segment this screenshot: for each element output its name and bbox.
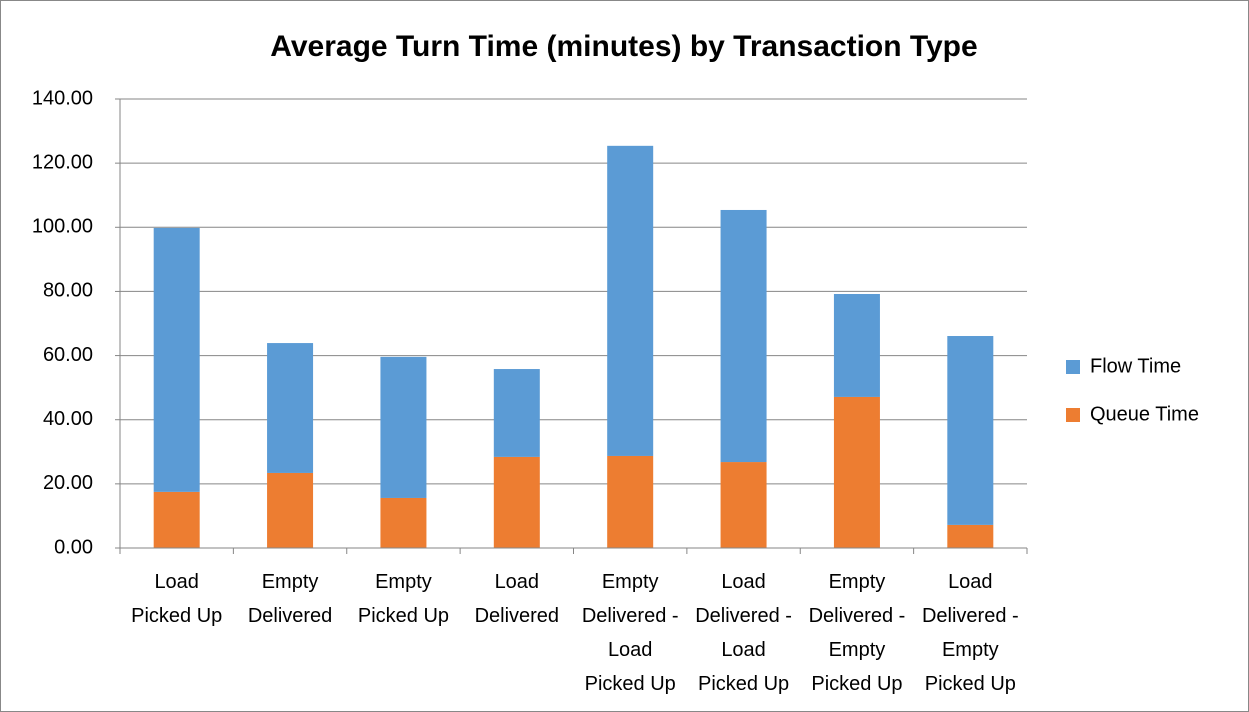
y-tick-label: 20.00 bbox=[43, 472, 93, 494]
legend-label: Queue Time bbox=[1090, 403, 1199, 425]
bar-segment bbox=[720, 209, 767, 463]
y-tick-label: 140.00 bbox=[32, 87, 93, 109]
bar-segment bbox=[720, 462, 767, 548]
bar-segment bbox=[153, 491, 200, 548]
x-tick-label: Empty Delivered -Empty Picked Up bbox=[809, 571, 906, 695]
legend-swatch bbox=[1066, 408, 1080, 422]
y-tick-label: 100.00 bbox=[32, 216, 93, 238]
x-tick-label: Load Delivered bbox=[475, 571, 559, 627]
chart-title: Average Turn Time (minutes) by Transacti… bbox=[270, 30, 977, 63]
y-tick-label: 120.00 bbox=[32, 151, 93, 173]
legend-swatch bbox=[1066, 360, 1080, 374]
x-tick-label: Load Delivered -Load Picked Up bbox=[695, 571, 792, 695]
x-tick-label: Load Picked Up bbox=[131, 571, 222, 627]
y-tick-label: 0.00 bbox=[54, 536, 93, 558]
bar-segment bbox=[493, 456, 540, 548]
x-tick-label: Load Delivered -Empty Picked Up bbox=[922, 571, 1019, 695]
y-tick-label: 60.00 bbox=[43, 344, 93, 366]
y-tick-label: 40.00 bbox=[43, 408, 93, 430]
bar-segment bbox=[153, 227, 200, 492]
bar-segment bbox=[947, 524, 994, 548]
bar-segment bbox=[267, 472, 314, 548]
bar-segment bbox=[947, 336, 994, 525]
x-tick-label: Empty Delivered bbox=[248, 571, 332, 627]
bar-segment bbox=[267, 343, 314, 473]
bar-segment bbox=[493, 369, 540, 457]
bar-segment bbox=[833, 396, 880, 548]
y-tick-label: 80.00 bbox=[43, 280, 93, 302]
x-tick-label: Empty Delivered -Load Picked Up bbox=[582, 571, 679, 695]
bar-segment bbox=[833, 293, 880, 397]
x-tick-label: Empty Picked Up bbox=[358, 571, 449, 627]
bar-segment bbox=[607, 145, 654, 456]
bar-segment bbox=[380, 356, 427, 498]
legend-label: Flow Time bbox=[1090, 355, 1181, 377]
bar-segment bbox=[607, 455, 654, 548]
bar-segment bbox=[380, 497, 427, 548]
